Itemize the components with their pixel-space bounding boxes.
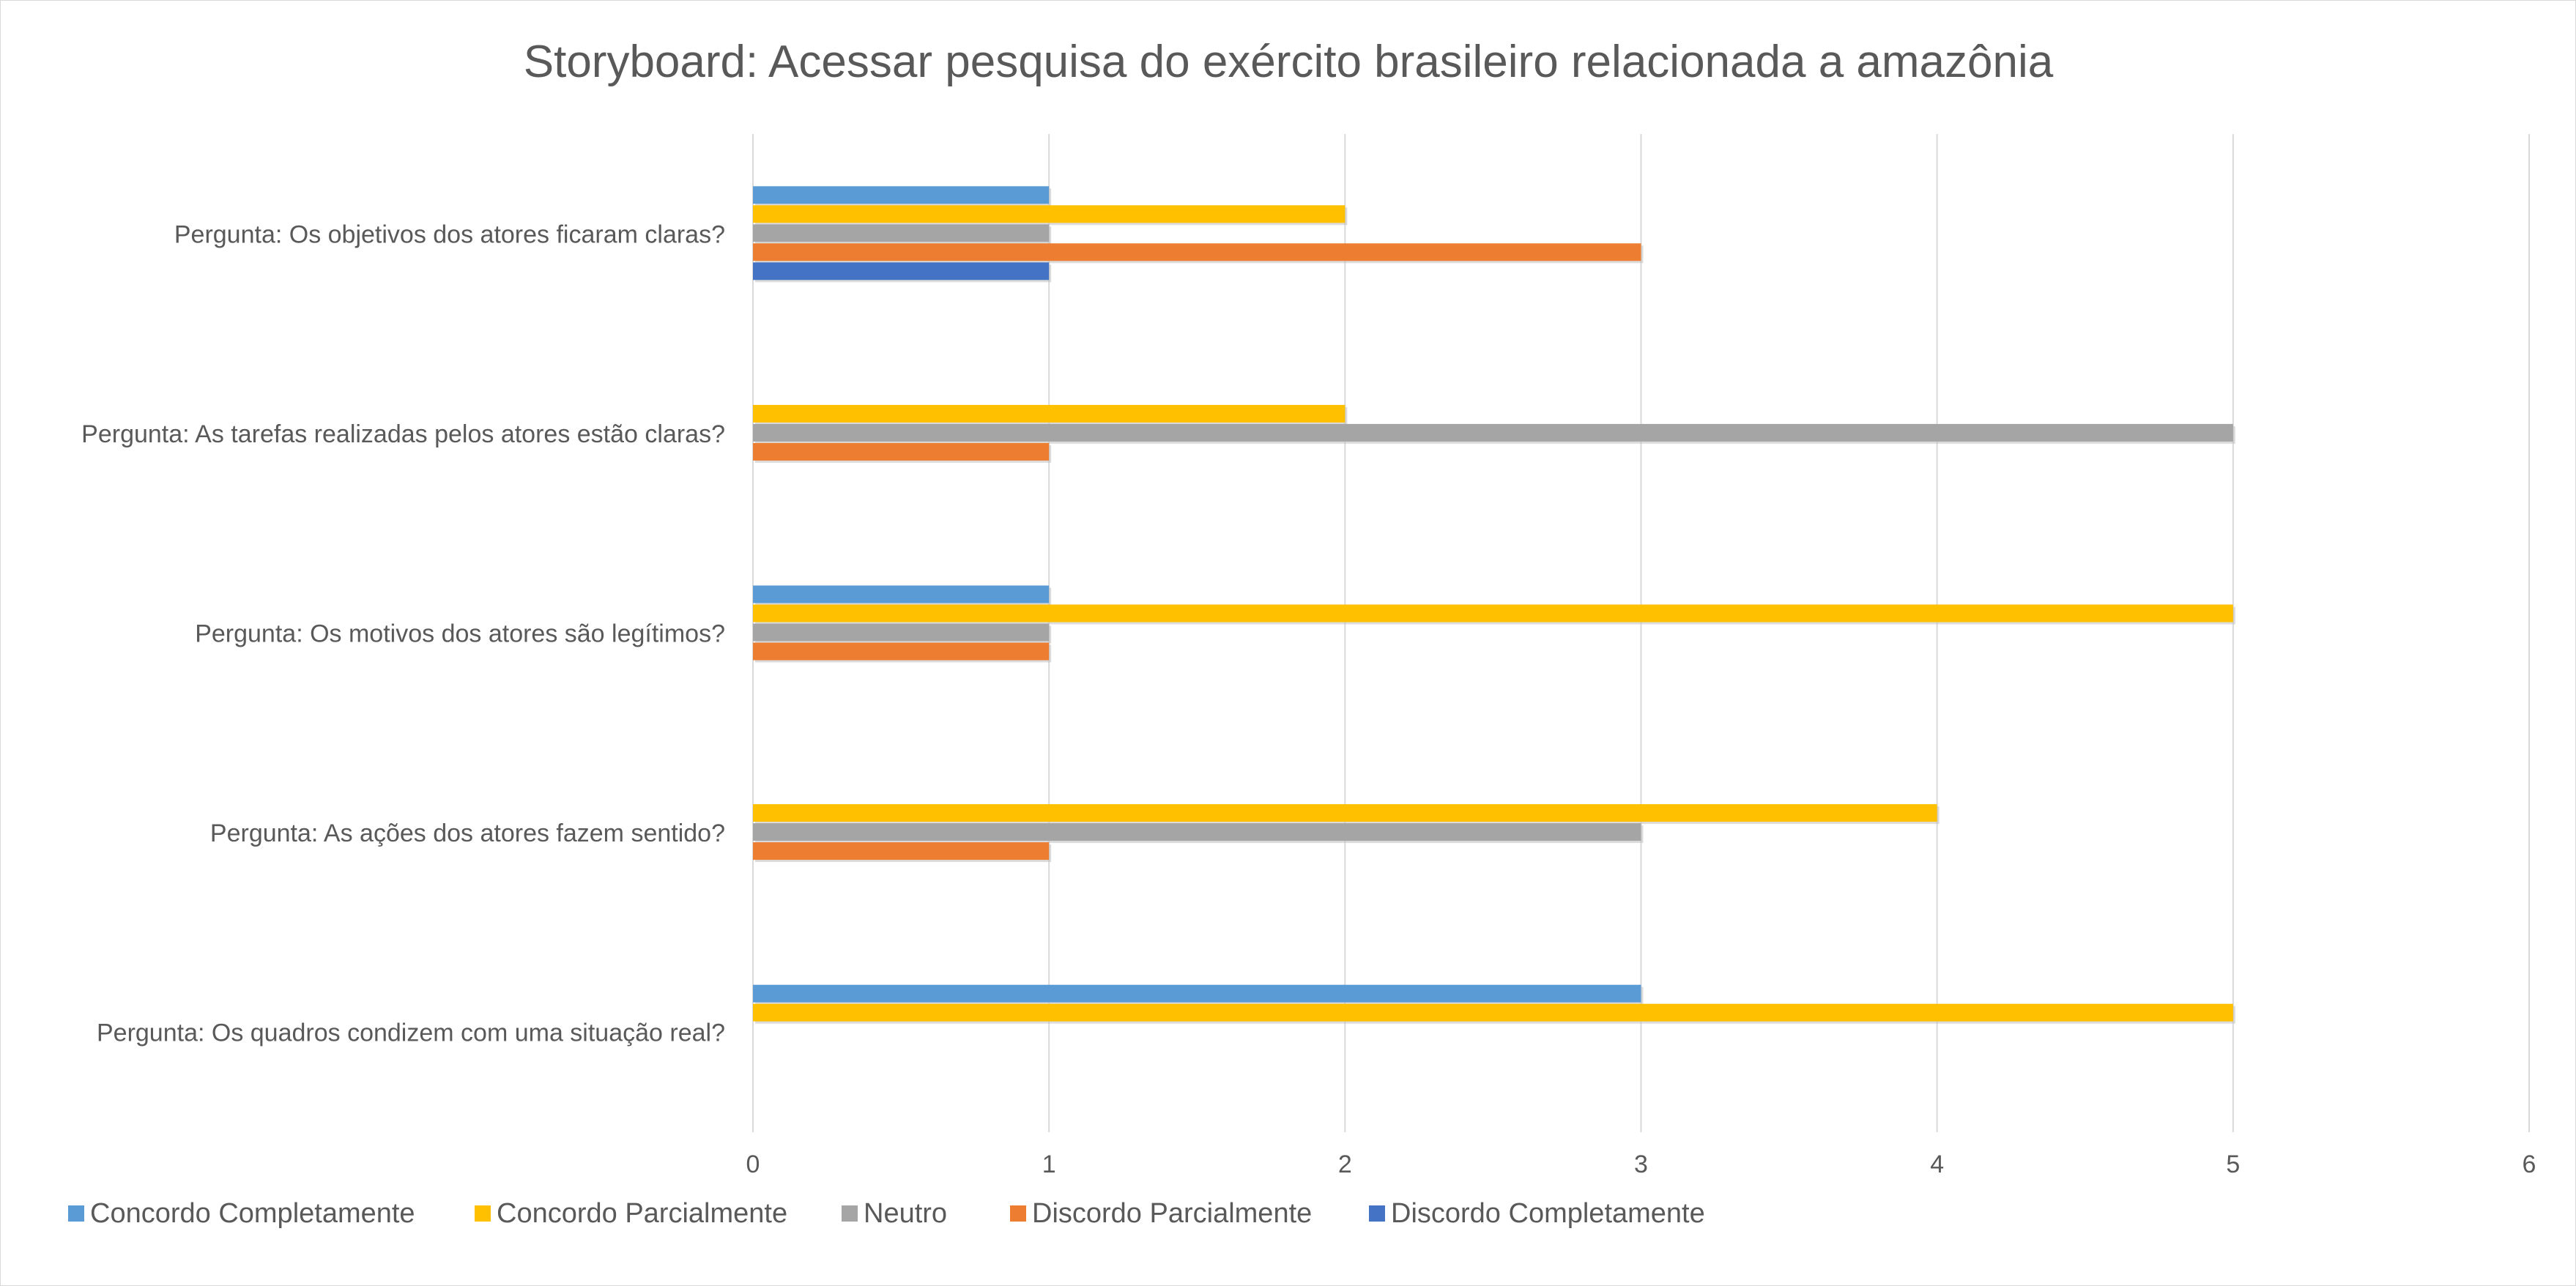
x-tick-label: 0 — [746, 1151, 760, 1178]
category-label: Pergunta: Os motivos dos atores são legí… — [195, 620, 725, 648]
x-tick-label: 1 — [1042, 1151, 1056, 1178]
x-tick-label: 4 — [1930, 1151, 1944, 1178]
bars — [753, 186, 2235, 1024]
legend-swatch — [475, 1205, 491, 1222]
x-tick-label: 3 — [1634, 1151, 1648, 1178]
legend-label: Discordo Parcialmente — [1032, 1198, 1312, 1229]
legend-label: Concordo Parcialmente — [497, 1198, 787, 1229]
legend: Concordo Completamente Concordo Parcialme… — [68, 1198, 1705, 1229]
x-tick-label: 2 — [1338, 1151, 1352, 1178]
x-tick-label: 6 — [2523, 1151, 2536, 1178]
x-tick-label: 5 — [2226, 1151, 2240, 1178]
category-label: Pergunta: Os quadros condizem com uma si… — [97, 1019, 725, 1047]
bar-concordo-parcialmente-1 — [753, 804, 1937, 822]
bar-discordo-parcialmente-1 — [753, 842, 1050, 861]
category-labels: Pergunta: Os quadros condizem com uma si… — [81, 220, 725, 1047]
legend-label: Neutro — [864, 1198, 947, 1229]
gridlines — [752, 134, 2530, 1132]
bar-concordo-completamente-2 — [753, 585, 1050, 603]
bar-concordo-parcialmente-0 — [753, 1003, 2233, 1022]
legend-swatch — [68, 1205, 84, 1222]
legend-swatch — [1369, 1205, 1385, 1222]
category-label: Pergunta: Os objetivos dos atores ficara… — [174, 220, 725, 248]
bar-discordo-parcialmente-4 — [753, 243, 1641, 261]
bar-concordo-parcialmente-3 — [753, 404, 1345, 423]
bar-neutro-2 — [753, 623, 1050, 642]
bar-neutro-4 — [753, 224, 1050, 242]
legend-swatch — [1010, 1205, 1026, 1222]
bar-neutro-3 — [753, 423, 2233, 442]
bar-discordo-completamente-4 — [753, 262, 1050, 280]
legend-label: Discordo Completamente — [1391, 1198, 1705, 1229]
legend-label: Concordo Completamente — [90, 1198, 415, 1229]
bar-discordo-parcialmente-3 — [753, 442, 1050, 461]
legend-swatch — [842, 1205, 858, 1222]
category-label: Pergunta: As tarefas realizadas pelos at… — [81, 420, 725, 448]
bar-concordo-parcialmente-4 — [753, 205, 1345, 223]
bar-discordo-parcialmente-2 — [753, 642, 1050, 661]
chart-title: Storyboard: Acessar pesquisa do exército… — [524, 37, 2054, 87]
bar-concordo-completamente-0 — [753, 984, 1641, 1003]
bar-concordo-completamente-4 — [753, 186, 1050, 204]
x-axis-tick-labels: 0 1 2 3 4 5 6 — [746, 1151, 2536, 1178]
bar-neutro-1 — [753, 823, 1641, 841]
bar-concordo-parcialmente-2 — [753, 604, 2233, 622]
category-label: Pergunta: As ações dos atores fazem sent… — [210, 819, 725, 847]
